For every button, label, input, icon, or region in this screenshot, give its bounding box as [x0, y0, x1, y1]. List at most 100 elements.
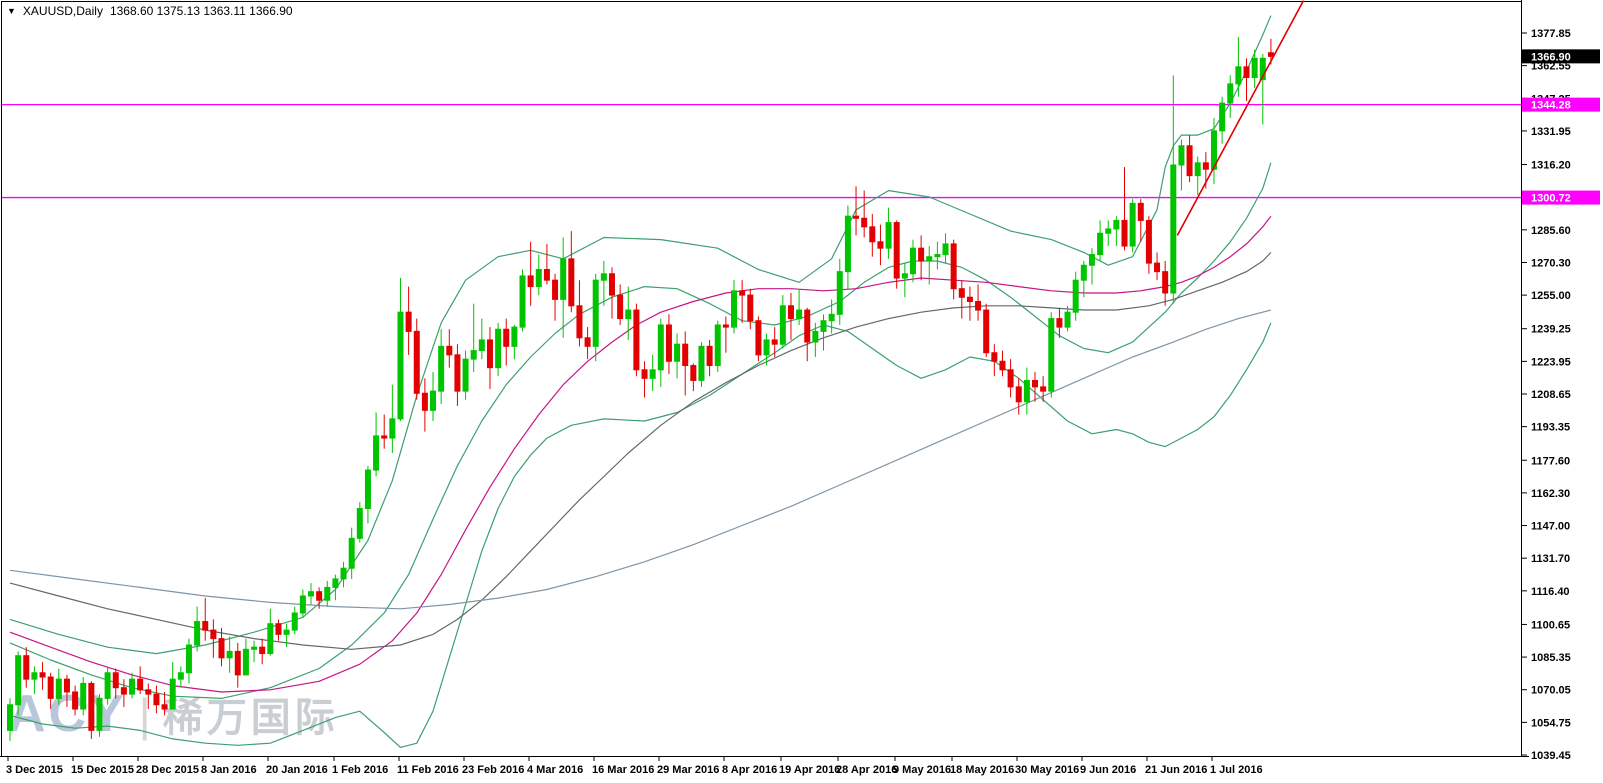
candle-body-down [1243, 66, 1250, 78]
candle-body-up [649, 369, 656, 379]
date-tick-label: 19 Apr 2016 [779, 764, 840, 776]
candle-body-up [1194, 162, 1201, 177]
candle-body-down [869, 226, 876, 243]
candle-body-down [202, 621, 209, 631]
candle-body-up [1170, 164, 1177, 294]
candle-body-up [15, 655, 22, 706]
price-tick-label: 1116.40 [1531, 586, 1570, 598]
candle-body-down [421, 392, 428, 411]
level-badge-value: 1300.72 [1531, 193, 1571, 205]
candle-body-up [1048, 318, 1055, 392]
price-tick-label: 1316.20 [1531, 160, 1571, 172]
candle-body-down [39, 672, 46, 678]
candle-body-up [462, 358, 469, 392]
date-tick-label: 20 Jan 2016 [266, 764, 328, 776]
candle-body-up [470, 350, 477, 360]
symbol-dropdown-icon[interactable]: ▼ [7, 5, 16, 16]
candle-body-up [625, 309, 632, 320]
candle-body-down [552, 279, 559, 300]
candle-body-down [722, 324, 729, 328]
candle-body-up [291, 612, 298, 631]
candle-body-down [23, 655, 30, 680]
price-tick-label: 1208.65 [1531, 389, 1571, 401]
candle-body-up [698, 345, 705, 381]
date-tick-label: 21 Jun 2016 [1145, 764, 1207, 776]
date-tick-label: 16 Mar 2016 [592, 764, 654, 776]
candle-body-down [161, 704, 168, 710]
candle-body-up [169, 678, 176, 710]
date-tick-label: 23 Feb 2016 [462, 764, 524, 776]
candle-body-down [137, 678, 144, 691]
price-tick-label: 1100.65 [1531, 619, 1570, 631]
candle-body-up [731, 290, 738, 328]
candle-body-down [983, 309, 990, 354]
date-tick-label: 9 Jun 2016 [1080, 764, 1136, 776]
price-tick-label: 1147.00 [1531, 521, 1570, 533]
red-trendline[interactable] [1176, 0, 1305, 236]
current-price-value: 1366.90 [1531, 51, 1571, 63]
candle-body-up [828, 313, 835, 322]
candle-body-down [72, 691, 79, 710]
candle-body-down [63, 678, 70, 693]
candle-body-up [104, 672, 111, 699]
candle-body-up [478, 339, 485, 352]
candle-body-up [909, 247, 916, 275]
candle-body-down [771, 339, 778, 345]
candle-body-down [1202, 162, 1209, 170]
candle-body-up [779, 305, 786, 345]
candle-body-up [674, 343, 681, 362]
candle-body-down [991, 352, 998, 362]
candle-body-up [844, 215, 851, 273]
candle-body-down [665, 324, 672, 362]
candle-body-down [112, 672, 119, 689]
candle-body-down [633, 309, 640, 371]
candle-body-down [218, 638, 225, 659]
candle-body-down [861, 217, 868, 228]
date-tick-label: 30 May 2016 [1015, 764, 1079, 776]
candle-body-down [381, 435, 388, 439]
candle-body-down [568, 258, 575, 307]
candle-body-up [194, 621, 201, 646]
price-tick-label: 1039.45 [1531, 750, 1571, 762]
candle-body-down [405, 311, 412, 332]
candle-body-down [543, 269, 550, 281]
candle-body-up [714, 324, 721, 367]
candle-body-up [364, 469, 371, 509]
date-tick-label: 9 May 2016 [893, 764, 951, 776]
candle-body-up [299, 595, 306, 614]
candle-body-up [1129, 202, 1136, 247]
date-tick-label: 28 Apr 2016 [836, 764, 897, 776]
candle-body-up [242, 648, 249, 676]
price-tick-label: 1085.35 [1531, 652, 1571, 664]
candle-body-up [226, 650, 233, 659]
candle-body-up [307, 591, 314, 597]
date-tick-label: 3 Dec 2015 [6, 764, 63, 776]
date-tick-label: 28 Dec 2015 [136, 764, 199, 776]
date-tick-label: 8 Apr 2016 [722, 764, 777, 776]
date-tick-label: 11 Feb 2016 [397, 764, 459, 776]
candle-body-down [999, 360, 1006, 371]
level-badge [1522, 190, 1600, 205]
candle-body-down [1137, 202, 1144, 221]
candle-body-up [7, 704, 13, 731]
chart-title-bar: ▼ XAUUSD,Daily 1368.60 1375.13 1363.11 1… [7, 4, 293, 18]
price-tick-label: 1070.05 [1531, 685, 1571, 697]
bollinger-lower-band-line [9, 322, 1272, 749]
price-tick-label: 1054.75 [1531, 717, 1571, 729]
price-tick-label: 1377.85 [1531, 28, 1571, 40]
candle-body-up [129, 678, 136, 695]
candle-body-down [608, 273, 615, 296]
candle-body-up [80, 682, 87, 710]
candle-body-up [267, 623, 274, 655]
candle-body-down [486, 339, 493, 369]
date-tick-label: 1 Jul 2016 [1210, 764, 1263, 776]
candle-body-down [446, 345, 453, 356]
candle-body-down [641, 369, 648, 379]
candle-body-down [747, 294, 754, 322]
current-price-badge [1522, 49, 1600, 64]
candle-body-down [1040, 386, 1047, 392]
candle-body-down [210, 629, 217, 640]
candle-body-up [397, 311, 404, 420]
candle-body-up [1251, 57, 1258, 78]
